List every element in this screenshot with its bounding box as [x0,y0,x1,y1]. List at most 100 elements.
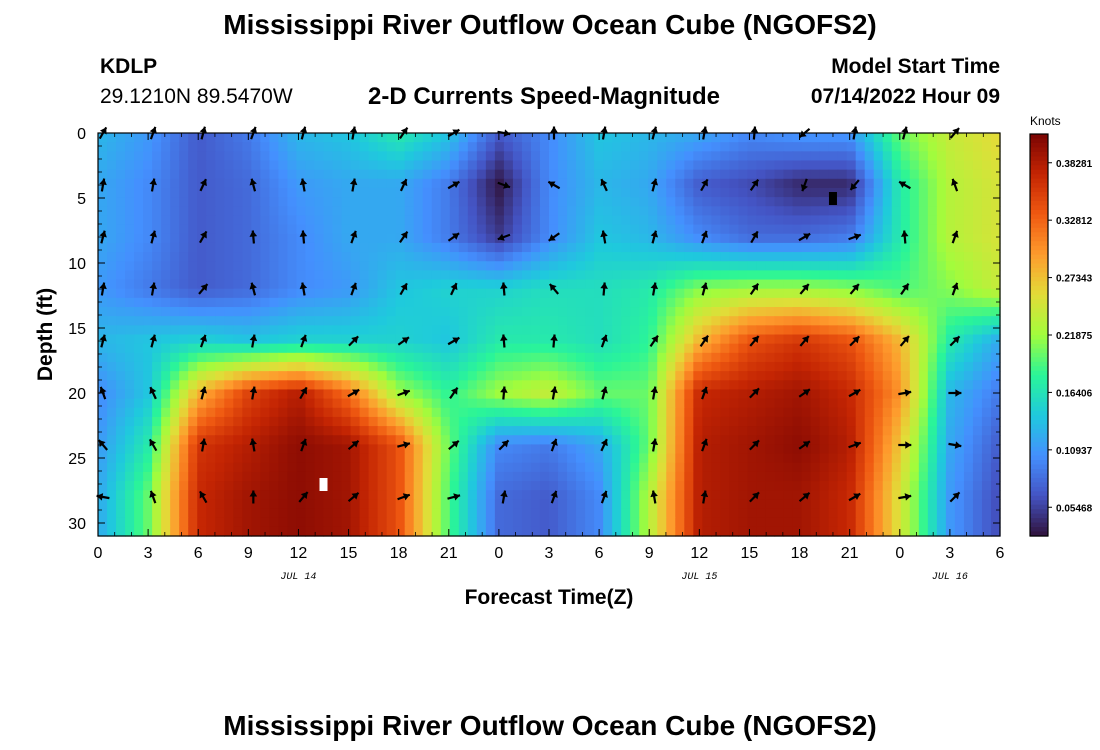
heatmap-cell [963,508,974,519]
heatmap-cell [215,178,225,189]
heatmap-cell [666,343,676,354]
heatmap-cell [530,389,541,400]
heatmap-cell [404,343,415,354]
heatmap-cell [819,343,830,354]
heatmap-cell [512,233,523,244]
vector-head [199,179,207,187]
heatmap-cell [251,508,261,519]
heatmap-cell [440,471,451,482]
heatmap-cell [846,197,857,207]
heatmap-cell [206,316,216,326]
current-vector [447,336,460,346]
heatmap-cell [440,288,451,299]
current-vector [700,178,709,192]
vector-head [600,386,608,394]
heatmap-cell [395,307,406,317]
heatmap-cell [576,462,586,473]
heatmap-cell [900,178,911,189]
heatmap-cell [368,343,379,354]
heatmap-cell [972,389,983,400]
heatmap-cell [368,279,379,290]
heatmap-cell [810,462,821,473]
heatmap-cell [233,261,243,271]
heatmap-cell [188,416,198,427]
heatmap-cell [675,151,685,162]
heatmap-cell [936,261,947,271]
heatmap-cell [918,435,929,446]
heatmap-cell [296,142,307,152]
heatmap-cell [756,481,767,491]
heatmap-cell [666,297,676,308]
heatmap-cell [819,380,830,391]
heatmap-cell [909,462,920,473]
heatmap-cell [116,407,126,418]
heatmap-cell [323,471,334,482]
heatmap-cell [458,508,469,519]
heatmap-cell [693,371,703,381]
heatmap-cell [323,160,334,171]
heatmap-cell [603,197,613,207]
heatmap-cell [269,471,279,482]
heatmap-cell [630,142,640,152]
heatmap-cell [900,224,911,235]
heatmap-cell [711,169,721,180]
heatmap-cell [630,517,640,528]
heatmap-cell [269,252,279,262]
heatmap-cell [702,307,712,317]
heatmap-cell [476,334,487,345]
heatmap-cell [143,279,153,290]
heatmap-cell [170,160,180,171]
heatmap-cell [666,215,676,226]
heatmap-cell [188,517,198,528]
heatmap-cell [603,499,613,510]
heatmap-cell [774,334,785,345]
heatmap-cell [783,352,794,363]
heatmap-cell [711,297,721,308]
heatmap-cell [395,508,406,519]
heatmap-cell [864,471,875,482]
heatmap-cell [107,187,117,198]
heatmap-cell [720,517,730,528]
heatmap-cell [630,471,640,482]
heatmap-cell [612,380,622,391]
vector-head [351,336,359,344]
heatmap-cell [440,435,451,446]
heatmap-cell [449,481,460,491]
heatmap-cell [657,325,667,336]
heatmap-cell [630,133,640,143]
heatmap-cell [648,481,658,491]
heatmap-cell [693,270,703,281]
heatmap-cell [909,325,920,336]
heatmap-cell [287,526,298,537]
heatmap-cell [990,297,1001,308]
heatmap-cell [666,160,676,171]
current-vector [600,490,608,504]
heatmap-cell [395,297,406,308]
heatmap-cell [539,508,550,519]
heatmap-cell [657,471,667,482]
heatmap-cell [422,416,433,427]
heatmap-cell [594,352,604,363]
y-tick-label: 5 [77,191,86,208]
heatmap-cell [684,224,694,235]
heatmap-cell [954,252,965,262]
heatmap-cell [116,133,126,143]
heatmap-cell [125,307,135,317]
heatmap-cell [377,481,388,491]
heatmap-cell [783,389,794,400]
heatmap-cell [927,398,938,409]
heatmap-cell [521,206,532,217]
heatmap-cell [107,407,117,418]
vector-head [799,130,807,138]
heatmap-cell [251,325,261,336]
heatmap-cell [657,224,667,235]
heatmap-cell [368,297,379,308]
heatmap-cell [810,481,821,491]
heatmap-cell [539,325,550,336]
heatmap-cell [990,242,1001,253]
heatmap-cell [116,389,126,400]
heatmap-cell [585,270,595,281]
heatmap-cell [963,233,974,244]
heatmap-cell [810,334,821,345]
heatmap-cell [765,279,776,290]
